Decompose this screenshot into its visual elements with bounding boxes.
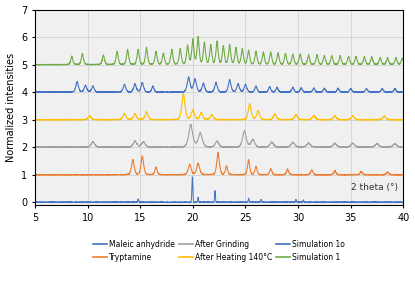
Legend: Maleic anhydride, Tryptamine, After Grinding, After Heating 140°C, Simulation 1o: Maleic anhydride, Tryptamine, After Grin… xyxy=(93,240,345,262)
Text: 2 theta (°): 2 theta (°) xyxy=(351,183,398,192)
Y-axis label: Normalized intensities: Normalized intensities xyxy=(5,53,15,162)
